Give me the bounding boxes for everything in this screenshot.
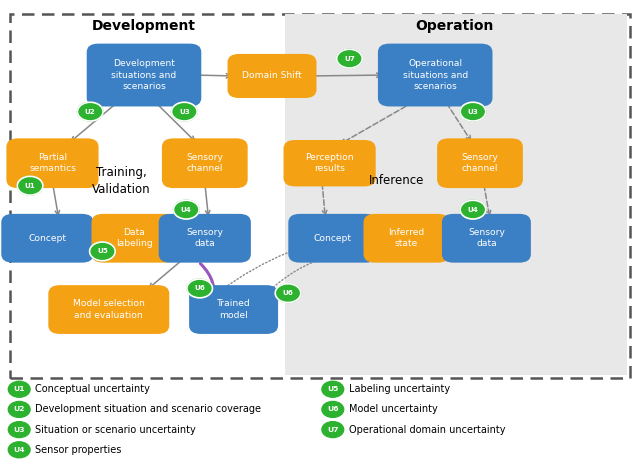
Text: U6: U6 [283, 290, 293, 296]
Text: U4: U4 [13, 447, 25, 453]
FancyBboxPatch shape [288, 214, 378, 263]
Circle shape [8, 422, 30, 438]
FancyBboxPatch shape [189, 285, 278, 334]
FancyBboxPatch shape [284, 140, 376, 187]
Circle shape [77, 102, 103, 121]
Text: Data
labeling: Data labeling [116, 228, 153, 248]
Text: U1: U1 [13, 386, 25, 392]
Circle shape [337, 49, 362, 68]
Circle shape [8, 381, 30, 397]
Circle shape [460, 102, 486, 121]
Text: Concept: Concept [28, 234, 67, 243]
Text: Model selection
and evaluation: Model selection and evaluation [73, 300, 145, 319]
Text: U3: U3 [13, 427, 25, 432]
Text: U4: U4 [468, 207, 478, 212]
FancyBboxPatch shape [378, 44, 493, 106]
Text: U2: U2 [13, 407, 25, 412]
Circle shape [17, 176, 43, 195]
Circle shape [275, 284, 301, 303]
FancyBboxPatch shape [285, 14, 627, 375]
FancyBboxPatch shape [87, 44, 201, 106]
Circle shape [460, 200, 486, 219]
Circle shape [8, 401, 30, 417]
Circle shape [8, 442, 30, 458]
Text: U3: U3 [179, 109, 189, 114]
Text: U7: U7 [327, 427, 339, 432]
FancyBboxPatch shape [10, 14, 630, 378]
FancyBboxPatch shape [442, 214, 531, 263]
Text: Sensory
data: Sensory data [468, 228, 505, 248]
Text: Development
situations and
scenarios: Development situations and scenarios [111, 60, 177, 91]
Text: Sensor properties: Sensor properties [35, 445, 122, 455]
Text: U5: U5 [97, 249, 108, 254]
Text: Perception
results: Perception results [305, 153, 354, 173]
Text: Conceptual uncertainty: Conceptual uncertainty [35, 384, 150, 394]
Text: Operational domain uncertainty: Operational domain uncertainty [349, 424, 506, 435]
Text: U1: U1 [25, 183, 35, 189]
Circle shape [322, 401, 344, 417]
Text: Trained
model: Trained model [217, 300, 250, 319]
Text: Operation: Operation [415, 19, 493, 33]
FancyBboxPatch shape [1, 214, 93, 263]
Text: Situation or scenario uncertainty: Situation or scenario uncertainty [35, 424, 196, 435]
FancyBboxPatch shape [6, 138, 99, 188]
Text: Sensory
channel: Sensory channel [186, 153, 223, 173]
Text: Partial
semantics: Partial semantics [29, 153, 76, 173]
Text: U7: U7 [344, 56, 355, 61]
Text: Development situation and scenario coverage: Development situation and scenario cover… [35, 404, 261, 415]
Text: Domain Shift: Domain Shift [242, 71, 302, 81]
Text: Development: Development [92, 19, 196, 33]
Text: Sensory
data: Sensory data [186, 228, 223, 248]
Text: Model uncertainty: Model uncertainty [349, 404, 438, 415]
Text: U3: U3 [468, 109, 478, 114]
Text: Labeling uncertainty: Labeling uncertainty [349, 384, 450, 394]
Circle shape [322, 381, 344, 397]
Text: U4: U4 [181, 207, 191, 212]
FancyBboxPatch shape [162, 138, 248, 188]
Text: Sensory
channel: Sensory channel [461, 153, 499, 173]
Text: Inference: Inference [369, 174, 424, 187]
Text: Operational
situations and
scenarios: Operational situations and scenarios [403, 60, 468, 91]
Text: Concept: Concept [314, 234, 352, 243]
FancyBboxPatch shape [159, 214, 251, 263]
Text: U5: U5 [327, 386, 339, 392]
Text: U6: U6 [195, 286, 205, 291]
FancyBboxPatch shape [437, 138, 523, 188]
FancyBboxPatch shape [364, 214, 449, 263]
Circle shape [322, 422, 344, 438]
FancyBboxPatch shape [92, 214, 177, 263]
Text: Training,
Validation: Training, Validation [92, 166, 151, 196]
Text: U2: U2 [85, 109, 95, 114]
Circle shape [173, 200, 199, 219]
FancyBboxPatch shape [228, 54, 317, 98]
Text: U6: U6 [327, 407, 339, 412]
Circle shape [172, 102, 197, 121]
Text: Inferred
state: Inferred state [388, 228, 424, 248]
Circle shape [187, 279, 212, 298]
FancyBboxPatch shape [49, 285, 169, 334]
Circle shape [90, 242, 115, 261]
